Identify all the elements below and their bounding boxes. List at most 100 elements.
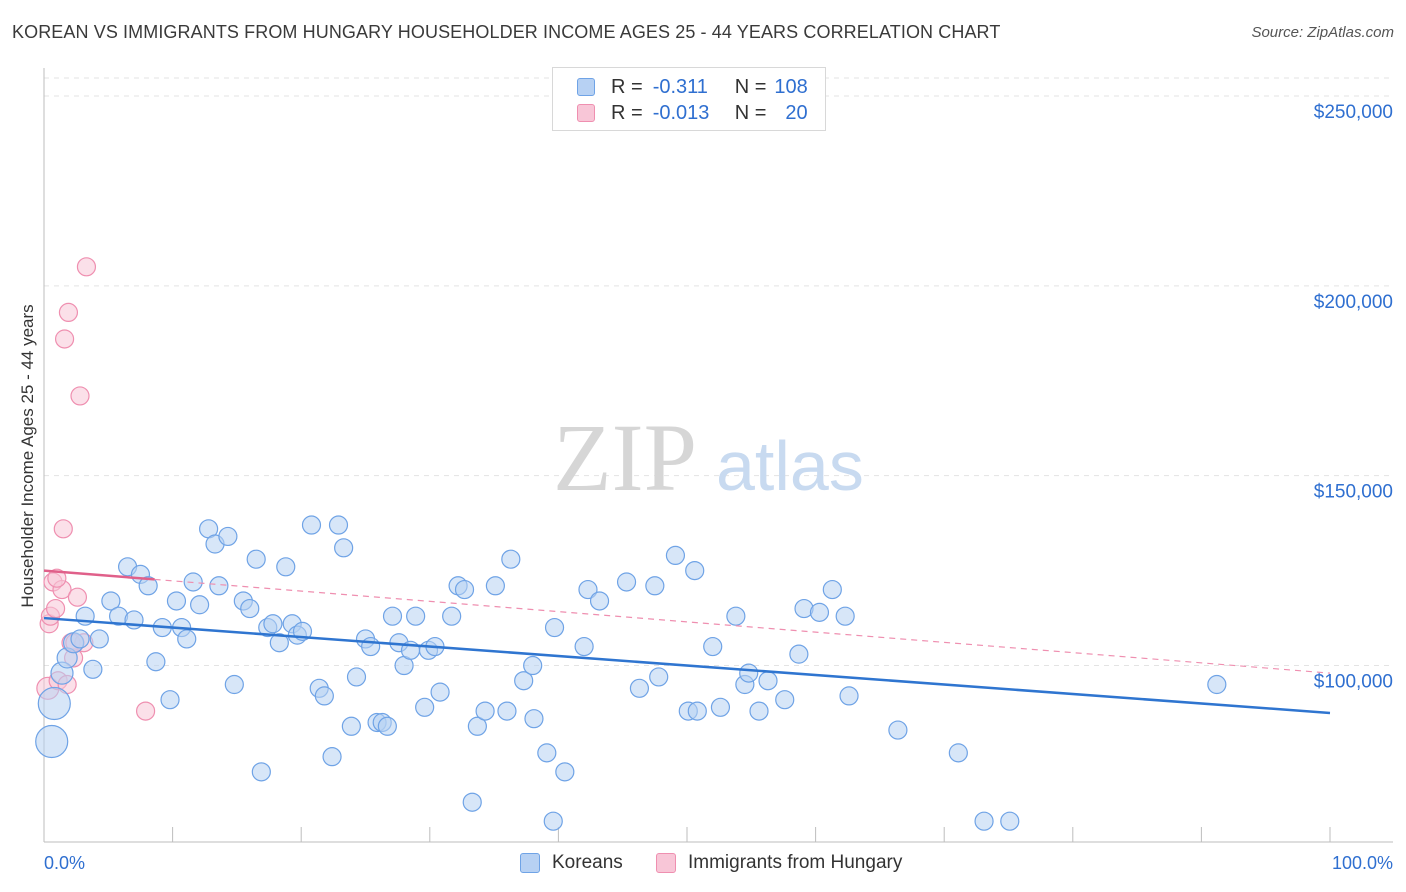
bottom-legend-swatch-hungary xyxy=(656,853,676,873)
hungary-point xyxy=(54,329,75,349)
korean-point xyxy=(537,743,557,763)
korean-point xyxy=(809,602,830,622)
korean-point xyxy=(138,576,158,596)
x-tick-label-max: 100.0% xyxy=(1332,853,1393,873)
korean-point xyxy=(485,576,505,596)
bottom-legend-label-hungary: Immigrants from Hungary xyxy=(688,852,903,873)
hungary-point xyxy=(70,386,90,406)
legend-n-hungary: 20 xyxy=(785,101,808,124)
source-label: Source: ZipAtlas.com xyxy=(1251,24,1394,41)
legend-r-label: R = xyxy=(611,101,643,124)
watermark-atlas: atlas xyxy=(716,427,864,505)
correlation-legend: R = -0.311 N = 108 R = -0.013 N = 20 xyxy=(552,67,826,131)
hungary-point xyxy=(76,257,97,277)
y-axis-label: Householder Income Ages 25 - 44 years xyxy=(18,304,37,607)
x-tick-label-min: 0.0% xyxy=(44,853,85,873)
korean-point xyxy=(524,709,544,729)
korean-point xyxy=(382,606,403,626)
bottom-legend-label-koreans: Koreans xyxy=(552,852,623,873)
korean-point xyxy=(70,629,90,649)
legend-swatch-hungary xyxy=(577,104,595,122)
legend-swatch-koreans xyxy=(577,78,595,96)
korean-point xyxy=(665,545,686,566)
bottom-legend-koreans: Koreans xyxy=(520,852,623,874)
korean-point xyxy=(703,636,723,657)
korean-point xyxy=(475,701,495,721)
korean-point xyxy=(361,636,381,657)
hungary-point xyxy=(135,701,156,721)
korean-point xyxy=(218,526,238,547)
korean-point xyxy=(190,595,210,615)
korean-point xyxy=(514,671,534,691)
legend-row-hungary: R = -0.013 N = 20 xyxy=(577,101,808,125)
korean-point xyxy=(749,701,769,721)
korean-point xyxy=(789,644,809,664)
korean-point xyxy=(467,716,487,736)
korean-point xyxy=(322,747,342,767)
korean-points xyxy=(35,515,1227,831)
korean-point xyxy=(334,538,354,558)
korean-point xyxy=(146,652,166,672)
watermark: ZIP atlas xyxy=(553,404,864,511)
y-tick-label: $200,000 xyxy=(1314,292,1393,313)
bottom-legend-hungary: Immigrants from Hungary xyxy=(656,852,902,874)
korean-point xyxy=(544,617,565,638)
korean-point xyxy=(888,720,908,740)
korean-point xyxy=(739,663,759,683)
korean-point xyxy=(406,606,426,626)
korean-point xyxy=(377,716,397,736)
korean-point xyxy=(616,572,637,592)
hungary-point xyxy=(47,568,67,588)
korean-point xyxy=(269,633,289,653)
korean-point xyxy=(555,762,575,782)
korean-point xyxy=(37,686,71,721)
korean-point xyxy=(251,762,271,782)
korean-point xyxy=(775,690,795,710)
korean-point xyxy=(341,716,361,736)
hungary-point xyxy=(58,302,79,323)
korean-point xyxy=(574,636,594,657)
y-tick-label: $150,000 xyxy=(1314,482,1393,503)
hungary-point xyxy=(53,519,73,539)
legend-r-label: R = xyxy=(611,75,643,98)
korean-point xyxy=(758,671,778,691)
korean-point xyxy=(710,697,731,717)
korean-point xyxy=(240,598,260,619)
korean-point xyxy=(1207,674,1227,695)
korean-point xyxy=(687,701,707,721)
korean-point xyxy=(685,560,705,581)
korean-point xyxy=(328,515,349,535)
chart-title: KOREAN VS IMMIGRANTS FROM HUNGARY HOUSEH… xyxy=(12,22,1001,42)
legend-n-label: N = xyxy=(734,75,767,98)
korean-point xyxy=(301,515,322,535)
korean-point xyxy=(160,690,180,710)
korean-point xyxy=(462,792,482,812)
korean-point xyxy=(89,629,109,649)
hungary-points xyxy=(36,257,156,721)
korean-point xyxy=(430,682,450,702)
hungary-trend-line-solid xyxy=(43,569,155,581)
korean-point xyxy=(177,629,197,649)
korean-point xyxy=(454,579,475,600)
korean-point xyxy=(497,701,517,721)
grid-layer: $100,000 $150,000 $200,000 $250,000 xyxy=(44,77,1393,693)
legend-r-hungary: -0.013 xyxy=(652,101,710,124)
korean-point xyxy=(948,743,968,763)
legend-n-koreans: 108 xyxy=(774,75,808,98)
korean-trend-line xyxy=(43,616,1331,715)
hungary-point xyxy=(45,598,66,619)
y-tick-label: $100,000 xyxy=(1314,672,1393,693)
korean-point xyxy=(629,678,650,698)
korean-point xyxy=(35,724,69,759)
korean-point xyxy=(314,686,334,706)
korean-point xyxy=(649,667,669,687)
korean-point xyxy=(543,811,563,831)
korean-point xyxy=(645,576,665,596)
korean-point xyxy=(839,686,859,706)
watermark-zip: ZIP xyxy=(553,404,697,511)
korean-point xyxy=(346,667,367,687)
korean-point xyxy=(523,655,543,676)
korean-point xyxy=(166,591,187,611)
legend-r-koreans: -0.311 xyxy=(652,75,708,98)
